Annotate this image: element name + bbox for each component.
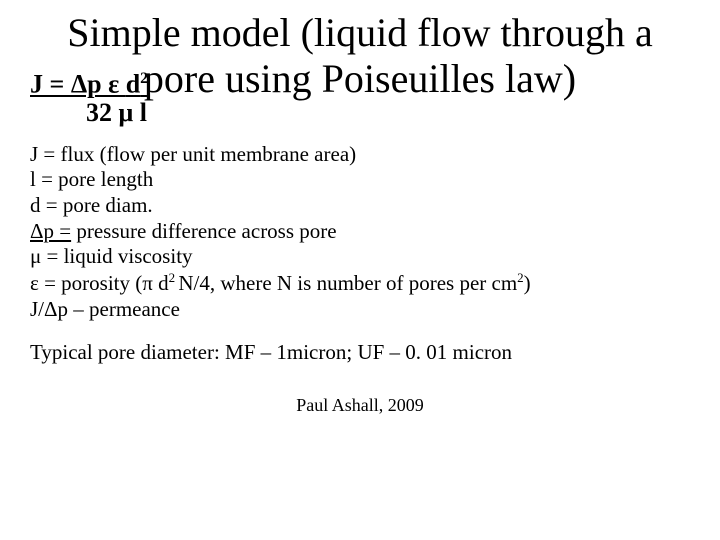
def-porosity-a: ε = porosity (π d (30, 271, 169, 295)
def-pressure-text: pressure difference across pore (76, 219, 336, 243)
def-pore-length: l = pore length (30, 167, 690, 193)
definitions-block: J = flux (flow per unit membrane area) l… (30, 142, 690, 322)
footer-credit: Paul Ashall, 2009 (30, 395, 690, 416)
def-porosity-b: N/4, where N is number of pores per cm (178, 271, 517, 295)
slide: Simple model (liquid flow through a pore… (0, 0, 720, 540)
def-pore-diam: d = pore diam. (30, 193, 690, 219)
def-flux: J = flux (flow per unit membrane area) (30, 142, 690, 168)
def-porosity-exp1: 2 (169, 270, 179, 285)
def-pressure: Δp = pressure difference across pore (30, 219, 690, 245)
def-porosity-c: ) (524, 271, 531, 295)
def-porosity: ε = porosity (π d2 N/4, where N is numbe… (30, 270, 690, 297)
formula-denominator: 32 μ l (30, 99, 690, 128)
def-pressure-symbol: Δp = (30, 219, 71, 243)
formula-num-exp: 2 (140, 70, 148, 87)
typical-pore-line: Typical pore diameter: MF – 1micron; UF … (30, 340, 690, 365)
def-permeance: J/Δp – permeance (30, 297, 690, 323)
formula-num-prefix: J = Δp ε (30, 70, 126, 99)
formula-num-var: d (126, 70, 140, 99)
def-viscosity: μ = liquid viscosity (30, 244, 690, 270)
